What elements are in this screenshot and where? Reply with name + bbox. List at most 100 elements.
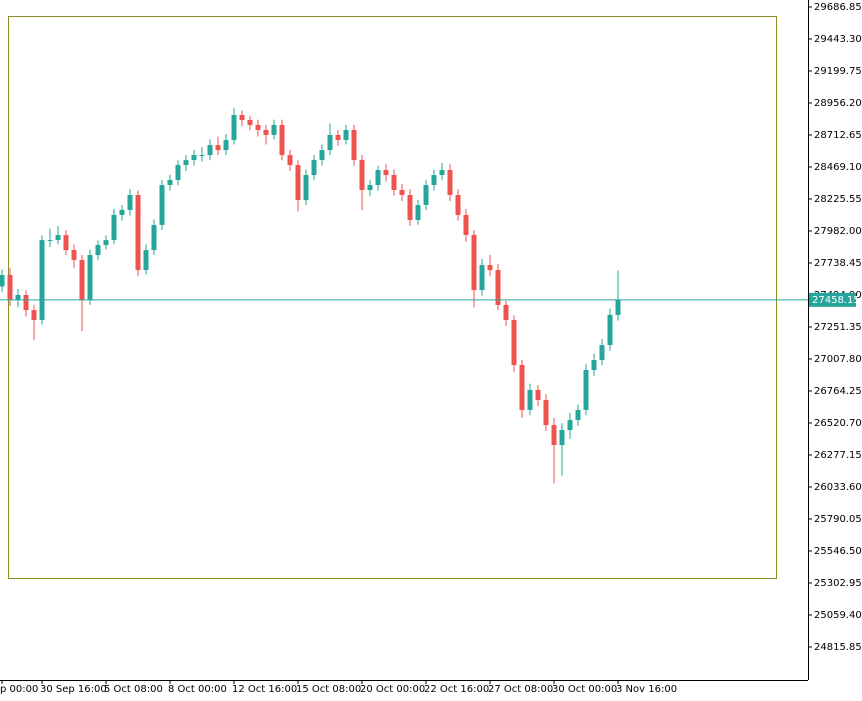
x-tick-label: 5 Oct 08:00 [104,684,163,695]
y-tick-label: 29443.30 [814,34,862,45]
candle-body [87,255,93,300]
y-tick-label: 28956.20 [814,98,862,109]
candle-body [79,260,85,300]
candle-body [303,175,309,200]
candle-body [311,160,317,176]
y-tick-label: 29686.85 [814,2,862,13]
candle-body [367,185,373,191]
candle-body [111,214,117,241]
candle-body [567,420,573,431]
y-tick-label: 27738.45 [814,258,862,269]
candle-body [31,310,37,320]
candle-body [447,170,453,195]
candle-body [615,299,621,315]
candle-body [511,319,517,366]
x-tick-label: 12 Oct 16:00 [232,684,297,695]
candle-body [463,214,469,235]
candle-body [319,150,325,161]
x-tick-label: p 00:00 [0,684,38,695]
y-tick-label: 27982.00 [814,226,862,237]
candle-body [271,124,277,135]
candle-body [255,124,261,130]
candle-body [295,165,301,200]
candle-body [47,240,53,242]
y-tick-label: 29199.75 [814,66,862,77]
x-tick-label: 3 Nov 16:00 [616,684,677,695]
x-tick-label: 30 Sep 16:00 [40,684,107,695]
candle-body [231,114,237,141]
candle-body [559,430,565,446]
candle-body [191,155,197,161]
candle-body [415,204,421,220]
candle-body [423,185,429,205]
y-tick-label: 27007.80 [814,354,862,365]
candle-body [359,160,365,191]
y-tick-label: 28712.65 [814,130,862,141]
candle-body [471,234,477,290]
candle-body [335,134,341,140]
candle-body [351,129,357,161]
candle-body [279,124,285,156]
candle-body [23,294,29,311]
candle-body [519,365,525,410]
y-tick-label: 28469.10 [814,162,862,173]
candle-body [183,160,189,166]
candle-body [487,265,493,271]
candle-body [103,240,109,246]
x-tick-label: 30 Oct 00:00 [552,684,617,695]
last-price-box [809,292,856,307]
x-tick-label: 15 Oct 08:00 [296,684,361,695]
candle-body [71,250,77,261]
candle-body [375,170,381,186]
x-tick-label: 20 Oct 00:00 [360,684,425,695]
candle-body [431,175,437,186]
candle-body [551,425,557,446]
candle-body [159,185,165,225]
candle-body [199,155,205,157]
candle-body [607,314,613,346]
x-tick-label: 27 Oct 08:00 [488,684,553,695]
y-tick-label: 27251.35 [814,322,862,333]
y-tick-label: 26277.15 [814,450,862,461]
candle-body [543,399,549,426]
candle-body [247,119,253,125]
candle-body [455,194,461,215]
selection-frame [8,16,777,579]
candle-body [591,360,597,371]
y-tick-label: 26033.60 [814,482,862,493]
candle-body [207,145,213,156]
y-tick-label: 26520.70 [814,418,862,429]
y-tick-label: 26764.25 [814,386,862,397]
candle-body [343,129,349,140]
candle-body [287,155,293,166]
candle-body [223,140,229,151]
candle-body [95,245,101,256]
candle-body [535,389,541,400]
y-tick-label: 25790.05 [814,514,862,525]
candle-body [167,180,173,186]
y-tick-label: 25546.50 [814,546,862,557]
y-tick-label: 25302.95 [814,578,862,589]
candle-body [503,304,509,320]
candle-body [151,224,157,251]
x-tick-label: 8 Oct 00:00 [168,684,227,695]
candle-body [143,250,149,271]
candle-body [407,194,413,220]
candle-body [383,170,389,176]
candle-body [439,170,445,176]
candle-body [135,194,141,271]
candle-body [63,235,69,251]
candle-body [239,114,245,120]
candle-body [399,190,405,195]
candle-body [479,265,485,290]
x-tick-label: 22 Oct 16:00 [424,684,489,695]
candle-body [175,165,181,181]
candle-body [55,235,61,241]
candle-body [583,370,589,410]
candle-body [215,145,221,151]
candle-body [0,275,5,287]
y-tick-label: 25059.40 [814,610,862,621]
candle-body [39,240,45,320]
y-tick-label: 24815.85 [814,642,862,653]
